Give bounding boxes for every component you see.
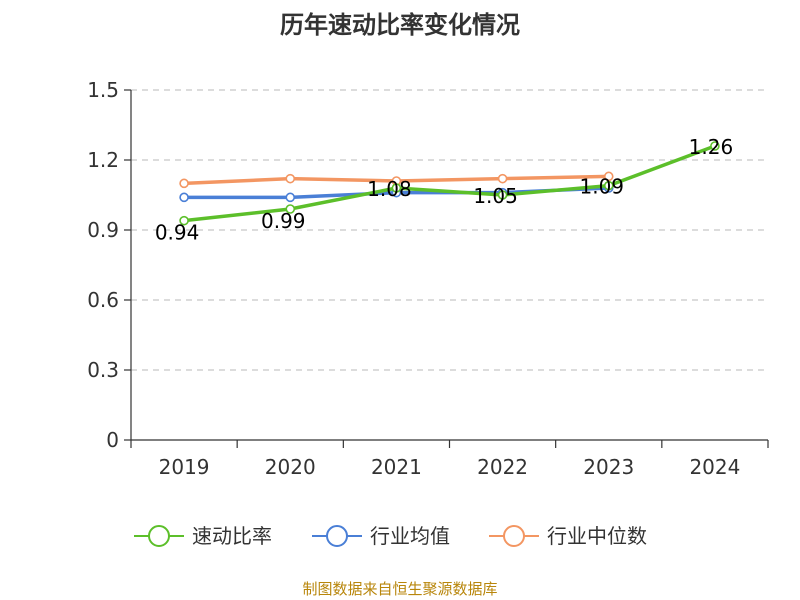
y-tick-label: 0.9 (87, 218, 119, 242)
data-label: 1.26 (689, 135, 734, 159)
legend-item-2[interactable]: 行业中位数 (489, 524, 647, 548)
x-tick-label: 2019 (159, 455, 210, 479)
data-point (179, 215, 189, 226)
y-tick-label: 0.6 (87, 288, 119, 312)
data-label: 1.08 (367, 177, 412, 201)
data-labels: 0.94 0.99 1.08 1.05 1.09 1.26 (155, 135, 733, 245)
data-point (603, 171, 614, 182)
x-tick-label: 2021 (371, 455, 422, 479)
y-tick-label: 0 (106, 428, 119, 452)
data-label: 0.99 (261, 209, 306, 233)
data-point (285, 173, 296, 184)
y-tick-label: 0.3 (87, 358, 119, 382)
data-point (179, 178, 189, 189)
data-point (285, 204, 296, 214)
legend-swatch-marker (503, 525, 525, 547)
chart-title: 历年速动比率变化情况 (280, 11, 520, 39)
legend-item-0[interactable]: 速动比率 (134, 524, 272, 548)
legend-item-1[interactable]: 行业均值 (312, 524, 450, 548)
series-0 (179, 141, 720, 226)
data-point (391, 183, 402, 193)
data-point (497, 173, 508, 184)
y-tick-label: 1.5 (87, 78, 119, 102)
data-label: 0.94 (155, 221, 200, 245)
series-2 (179, 171, 614, 189)
data-label: 1.05 (473, 184, 518, 208)
data-point (285, 192, 296, 203)
legend-label: 速动比率 (192, 524, 272, 548)
axes: 0 0.3 0.6 0.9 1.2 1.5 2019 2020 2021 2022 2023 2024 (87, 78, 769, 479)
grid-lines (131, 89, 768, 371)
legend[interactable]: 速动比率 行业均值 行业中位数 (134, 524, 647, 548)
data-point (179, 192, 189, 203)
x-tick-label: 2023 (583, 455, 634, 479)
source-note: 制图数据来自恒生聚源数据库 (302, 580, 497, 598)
data-point (497, 190, 508, 200)
data-point (603, 180, 614, 191)
legend-label: 行业中位数 (547, 524, 647, 548)
x-tick-label: 2024 (689, 455, 740, 479)
series-line (183, 144, 716, 223)
x-tick-label: 2022 (477, 455, 528, 479)
data-point (710, 141, 720, 151)
legend-label: 行业均值 (370, 524, 450, 548)
legend-swatch-marker (148, 525, 170, 547)
legend-swatch-marker (326, 525, 348, 547)
y-tick-label: 1.2 (87, 148, 119, 172)
x-tick-label: 2020 (265, 455, 316, 479)
series-lines (179, 141, 720, 226)
data-label: 1.09 (579, 175, 624, 199)
